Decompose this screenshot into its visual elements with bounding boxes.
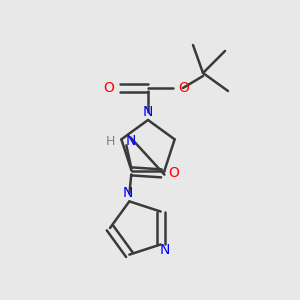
Text: N: N	[143, 105, 153, 119]
Text: N: N	[125, 134, 136, 148]
Text: N: N	[122, 186, 133, 200]
Text: O: O	[103, 81, 114, 95]
Text: O: O	[178, 81, 189, 95]
Text: H: H	[106, 135, 115, 148]
Text: O: O	[168, 167, 179, 180]
Text: N: N	[160, 244, 170, 257]
